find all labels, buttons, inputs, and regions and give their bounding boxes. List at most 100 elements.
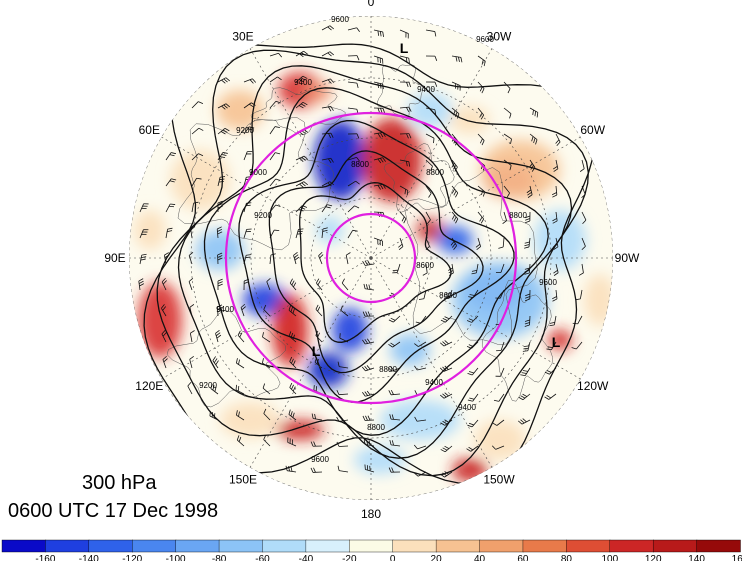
wind-barb xyxy=(217,200,223,213)
meridian-line xyxy=(161,257,372,380)
anomaly-patch xyxy=(354,446,406,474)
colorbar-label: 60 xyxy=(517,554,529,561)
wind-barb xyxy=(243,126,255,135)
latitude-line xyxy=(250,137,492,379)
contour-label: 9200 xyxy=(236,126,254,135)
wind-barb xyxy=(288,305,297,317)
contour-label: 9400 xyxy=(417,85,435,94)
wind-barb xyxy=(425,237,430,251)
meridian-label: 120E xyxy=(135,379,163,393)
wind-barb xyxy=(502,211,507,225)
wind-barb xyxy=(425,107,437,115)
wind-barb xyxy=(362,311,375,317)
wind-barb xyxy=(289,356,297,369)
meridian-label: 30E xyxy=(232,29,253,43)
wind-barb xyxy=(310,441,323,447)
wind-barb xyxy=(467,419,479,428)
wind-barb xyxy=(389,414,401,421)
wind-barb xyxy=(321,227,328,239)
wind-barb xyxy=(399,133,412,139)
wind-barb xyxy=(544,393,557,400)
wind-barb xyxy=(553,237,559,250)
contour-label: 9000 xyxy=(249,168,267,177)
wind-barb xyxy=(363,439,375,447)
contour-label: 8800 xyxy=(367,423,385,432)
wind-barb xyxy=(347,205,360,213)
wind-barb xyxy=(551,185,558,198)
colorbar-label: 20 xyxy=(431,554,443,561)
wind-barb xyxy=(555,133,561,147)
inner-latitude-circle xyxy=(325,212,417,304)
anomaly-patch xyxy=(480,140,560,200)
wind-barb xyxy=(440,471,453,478)
wind-barb xyxy=(529,159,536,172)
wind-barb xyxy=(217,152,228,161)
wind-barb xyxy=(269,253,276,265)
contour-label: 9600 xyxy=(331,15,349,24)
anomaly-patch xyxy=(416,218,444,242)
wind-barb xyxy=(287,437,297,447)
meridian-label: 60W xyxy=(580,123,605,137)
anomaly-patch xyxy=(450,106,490,134)
wind-barb xyxy=(422,263,428,276)
wind-barb xyxy=(388,341,401,348)
wind-barb xyxy=(243,102,256,109)
anomaly-patch xyxy=(452,262,548,338)
height-contour xyxy=(238,119,515,403)
wind-barb xyxy=(529,107,539,118)
wind-barb xyxy=(503,81,511,94)
contour-label: 9600 xyxy=(311,455,329,464)
outer-latitude-circle xyxy=(224,111,518,405)
meridian-label: 180 xyxy=(361,507,381,521)
wind-barb xyxy=(578,263,584,276)
colorbar-swatch xyxy=(262,539,307,553)
wind-barb xyxy=(399,29,409,39)
wind-barb xyxy=(399,55,410,64)
wind-barb xyxy=(413,444,427,450)
wind-barb xyxy=(217,278,223,291)
meridian-label: 120W xyxy=(577,379,609,393)
wind-barb xyxy=(503,133,512,144)
wind-barb xyxy=(293,252,300,265)
meridian-label: 150W xyxy=(483,473,515,487)
colorbar-swatch xyxy=(175,539,220,553)
wind-barb xyxy=(188,277,194,291)
wind-barb xyxy=(467,393,479,402)
wind-barb xyxy=(347,27,360,32)
wind-barb xyxy=(217,252,223,265)
wind-barb xyxy=(579,159,585,172)
wind-barb xyxy=(217,304,223,317)
wind-barb xyxy=(240,303,246,317)
wind-barb xyxy=(439,340,453,347)
meridian-line xyxy=(370,48,493,259)
wind-barb xyxy=(399,211,407,224)
wind-barb xyxy=(399,185,409,196)
wind-barb xyxy=(443,289,453,300)
wind-barb xyxy=(295,75,308,83)
wind-barb xyxy=(347,157,361,162)
wind-barb xyxy=(209,411,219,421)
wind-barb xyxy=(517,418,531,425)
latitude-line xyxy=(310,197,432,319)
wind-barb xyxy=(440,419,453,426)
wind-barbs xyxy=(138,25,587,478)
wind-barb xyxy=(243,202,252,213)
colorbar-label: 140 xyxy=(688,554,705,561)
wind-barb xyxy=(236,410,245,421)
wind-barb xyxy=(466,445,479,452)
wind-barb xyxy=(217,77,230,84)
wind-barb xyxy=(388,467,401,473)
wind-barb xyxy=(269,126,281,135)
wind-barb xyxy=(217,103,230,110)
contour-label: 9600 xyxy=(539,278,557,287)
wind-barb xyxy=(162,355,168,369)
wind-barb xyxy=(345,252,351,265)
wind-barb xyxy=(336,389,349,396)
wind-barb xyxy=(262,383,271,395)
wind-barb xyxy=(503,159,512,171)
wind-barb xyxy=(389,439,401,447)
height-contour xyxy=(268,150,484,374)
wind-barb xyxy=(310,467,323,473)
wind-barb xyxy=(266,277,271,291)
wind-barb xyxy=(498,237,505,249)
